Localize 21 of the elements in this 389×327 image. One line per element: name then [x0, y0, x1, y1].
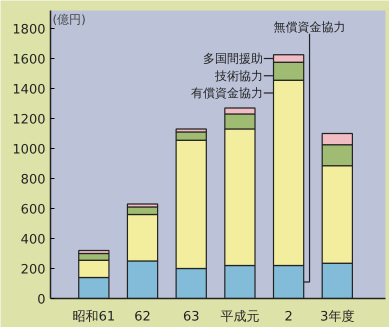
x-tick-label: 平成元	[220, 310, 260, 324]
y-tick-label: 800	[20, 172, 46, 188]
y-tick-label: 1000	[12, 142, 46, 158]
y-tick-label: 1200	[12, 112, 46, 128]
y-tick-label: 1800	[12, 22, 46, 38]
x-tick-label: 63	[182, 310, 200, 324]
legend-label: 技術協力	[214, 68, 263, 83]
x-tick-label: 2	[284, 310, 293, 324]
x-tick-label: 3年度	[320, 308, 354, 324]
y-tick-label: 0	[37, 292, 46, 308]
text: 無償資金協力	[274, 20, 346, 34]
x-tick-label: 昭和61	[72, 310, 116, 324]
y-tick-label: 1400	[12, 82, 46, 98]
x-tick-label: 62	[134, 310, 151, 324]
legend-label: 多国間援助	[202, 52, 263, 66]
legend-label: 有償資金協力	[190, 86, 263, 100]
y-tick-label: 1600	[12, 52, 46, 68]
y-axis-title: (億円)	[52, 12, 86, 26]
y-tick-label: 600	[20, 202, 46, 218]
y-tick-label: 400	[20, 232, 46, 248]
y-tick-label: 200	[20, 262, 46, 278]
